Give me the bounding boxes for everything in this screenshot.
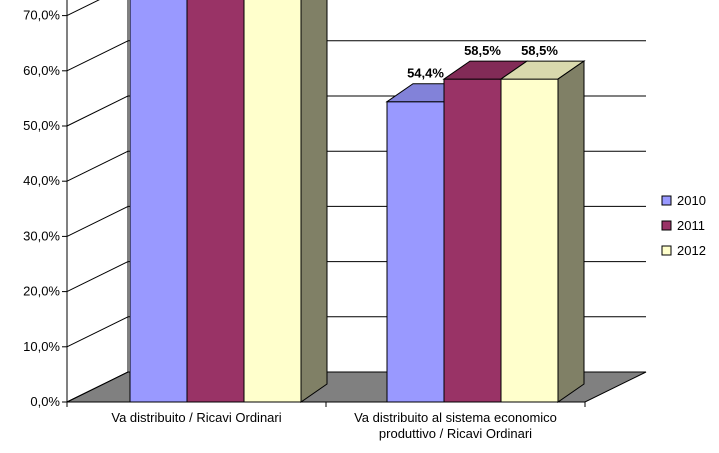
gridline-depth bbox=[66, 40, 129, 72]
bar-front bbox=[186, 0, 245, 403]
bar-front bbox=[386, 101, 445, 403]
y-tick-label: 30,0% bbox=[23, 228, 60, 243]
x-category-label: Va distribuito al sistema economico bbox=[354, 410, 557, 425]
legend-swatch bbox=[661, 245, 672, 256]
bar-front bbox=[129, 0, 188, 403]
gridline-depth bbox=[66, 371, 129, 403]
legend: 2010 2011 2012 bbox=[661, 193, 706, 258]
gridline-depth bbox=[66, 150, 129, 182]
data-label: 58,5% bbox=[464, 43, 501, 58]
legend-label: 2012 bbox=[677, 243, 706, 258]
axis-layer: 0,0%10,0%20,0%30,0%40,0%50,0%60,0%70,0%8… bbox=[23, 0, 586, 441]
x-category-label: produttivo / Ricavi Ordinari bbox=[379, 426, 532, 441]
bar bbox=[243, 0, 328, 403]
gridline-depth bbox=[66, 261, 129, 293]
data-label: 58,5% bbox=[521, 43, 558, 58]
gridline-depth bbox=[66, 0, 100, 17]
y-tick-label: 20,0% bbox=[23, 284, 60, 299]
gridline-depth bbox=[66, 316, 129, 348]
gridline-depth bbox=[66, 205, 129, 237]
bar bbox=[442, 60, 529, 403]
bar-side bbox=[557, 60, 585, 403]
y-tick-label: 0,0% bbox=[30, 394, 60, 409]
y-tick-label: 10,0% bbox=[23, 339, 60, 354]
legend-label: 2010 bbox=[677, 193, 706, 208]
bar bbox=[129, 0, 188, 403]
bar-front bbox=[500, 78, 559, 403]
bar bbox=[499, 60, 586, 403]
legend-label: 2011 bbox=[677, 218, 705, 233]
legend-swatch bbox=[661, 220, 672, 231]
x-category-label: Va distribuito / Ricavi Ordinari bbox=[111, 410, 281, 425]
data-label-layer: 74,8%78,7%78,7%54,4%58,5%58,5% bbox=[407, 43, 558, 81]
bar-side bbox=[300, 0, 328, 403]
bar-front bbox=[243, 0, 302, 403]
bar-front bbox=[443, 78, 502, 403]
data-label: 54,4% bbox=[407, 66, 444, 81]
y-tick-label: 60,0% bbox=[23, 63, 60, 78]
y-tick-label: 50,0% bbox=[23, 118, 60, 133]
y-tick-label: 40,0% bbox=[23, 173, 60, 188]
y-tick-label: 70,0% bbox=[23, 8, 60, 23]
bars-layer bbox=[129, 0, 586, 403]
gridline-depth bbox=[66, 95, 129, 127]
legend-swatch bbox=[661, 195, 672, 206]
